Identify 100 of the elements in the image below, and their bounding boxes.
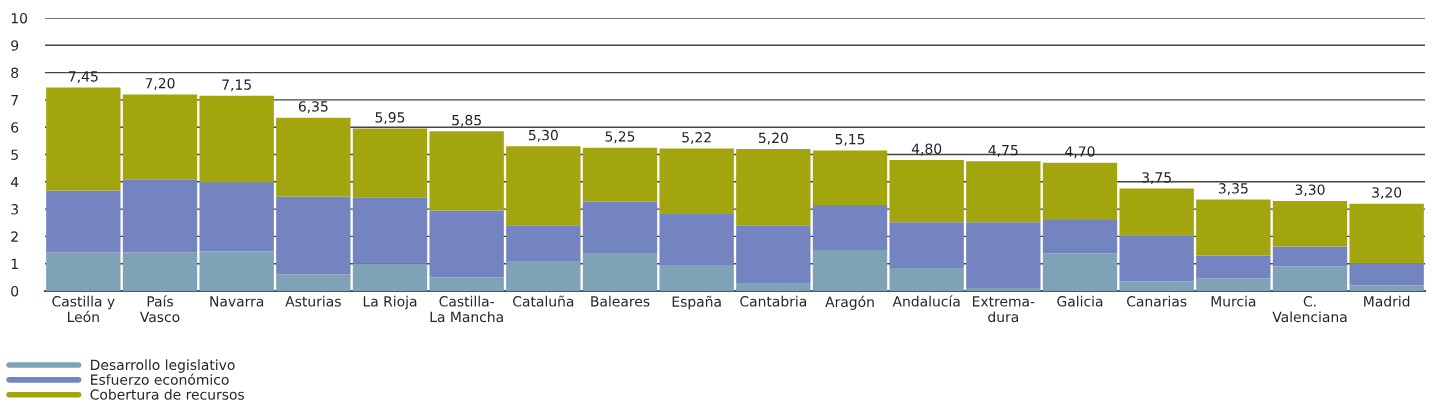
bar bbox=[659, 148, 734, 215]
bar bbox=[276, 274, 351, 291]
bar bbox=[199, 182, 274, 252]
bar bbox=[46, 87, 121, 191]
bar bbox=[276, 117, 351, 197]
y-tick-label: 1 bbox=[11, 258, 18, 269]
x-tick-label: La Rioja bbox=[363, 295, 417, 310]
x-tick-label: Canarias bbox=[1127, 295, 1187, 307]
bar bbox=[889, 159, 964, 223]
legend-label: Cobertura de recursos bbox=[90, 389, 245, 400]
bar bbox=[276, 196, 351, 275]
y-tick-label: 10 bbox=[11, 12, 28, 24]
total-label: 5,30 bbox=[528, 129, 558, 142]
bar bbox=[736, 149, 811, 226]
bar bbox=[582, 147, 658, 202]
bar bbox=[736, 283, 811, 291]
bar bbox=[582, 201, 658, 254]
x-tick-label: Baleares bbox=[591, 295, 650, 307]
y-tick-label: 8 bbox=[11, 67, 19, 79]
bar bbox=[199, 251, 274, 291]
y-tick-label: 7 bbox=[11, 95, 18, 106]
x-tick-label: Madrid bbox=[1364, 295, 1410, 307]
bar bbox=[429, 131, 504, 211]
bar bbox=[1119, 188, 1194, 236]
total-label: 6,35 bbox=[298, 101, 328, 114]
x-tick-label: Castilla- La Mancha bbox=[430, 295, 503, 323]
total-label: 7,15 bbox=[222, 79, 251, 92]
bar bbox=[122, 179, 198, 253]
total-label: 5,25 bbox=[605, 131, 635, 144]
bar bbox=[506, 225, 581, 261]
bar bbox=[1119, 281, 1194, 291]
x-tick-label: Asturias bbox=[285, 295, 341, 307]
bar bbox=[1042, 162, 1118, 221]
bar bbox=[812, 205, 888, 251]
bar bbox=[429, 277, 504, 291]
total-label: 5,85 bbox=[452, 114, 481, 127]
total-label: 5,22 bbox=[682, 132, 711, 144]
x-tick-label: Aragón bbox=[825, 295, 874, 310]
bar bbox=[889, 222, 964, 269]
bar bbox=[46, 190, 121, 253]
y-tick-label: 4 bbox=[10, 176, 19, 188]
x-tick-label: Cataluña bbox=[513, 295, 574, 307]
bar bbox=[1349, 285, 1424, 291]
bar bbox=[1196, 255, 1271, 279]
total-label: 7,45 bbox=[69, 71, 98, 84]
bar bbox=[812, 150, 888, 205]
total-label: 5,15 bbox=[835, 134, 865, 146]
bar bbox=[352, 263, 428, 291]
total-label: 3,20 bbox=[1372, 187, 1402, 200]
x-tick-label: Castilla y León bbox=[52, 295, 115, 323]
bar bbox=[122, 94, 198, 180]
bar bbox=[1272, 266, 1348, 291]
x-tick-label: Navarra bbox=[210, 296, 264, 307]
bar bbox=[966, 161, 1041, 223]
total-label: 4,80 bbox=[911, 143, 942, 156]
y-tick-label: 0 bbox=[11, 285, 19, 297]
bar bbox=[1196, 278, 1271, 291]
bar bbox=[1272, 200, 1348, 247]
x-tick-label: Galicia bbox=[1057, 295, 1103, 307]
y-tick-label: 5 bbox=[11, 149, 18, 160]
x-tick-label: C. Valenciana bbox=[1272, 296, 1347, 323]
bar bbox=[1349, 203, 1424, 264]
legend-label: Desarrollo legislativo bbox=[91, 359, 235, 373]
x-tick-label: País Vasco bbox=[139, 295, 180, 323]
bar bbox=[1196, 199, 1271, 256]
bar bbox=[506, 146, 581, 226]
bar bbox=[966, 288, 1041, 291]
bar bbox=[506, 260, 581, 291]
x-tick-label: Cantabria bbox=[740, 295, 806, 307]
y-tick-label: 9 bbox=[11, 40, 19, 51]
bar bbox=[1119, 235, 1194, 282]
bar bbox=[659, 265, 734, 291]
x-tick-label: Extrema- dura bbox=[972, 296, 1035, 323]
bar bbox=[1042, 220, 1118, 254]
bar bbox=[1349, 263, 1424, 286]
bar bbox=[352, 128, 428, 198]
bar bbox=[429, 210, 504, 278]
x-tick-label: Murcia bbox=[1211, 295, 1256, 307]
bar bbox=[582, 253, 658, 291]
bar bbox=[1042, 253, 1118, 291]
x-tick-label: Andalucía bbox=[892, 295, 960, 307]
legend-label: Esfuerzo económico bbox=[91, 373, 229, 385]
bar bbox=[46, 252, 121, 291]
total-label: 3,35 bbox=[1218, 183, 1248, 195]
bar bbox=[889, 268, 964, 291]
bar bbox=[1272, 246, 1348, 267]
total-label: 5,95 bbox=[375, 112, 405, 125]
bar bbox=[199, 95, 274, 183]
bar bbox=[966, 222, 1041, 288]
total-label: 3,30 bbox=[1295, 184, 1325, 197]
total-label: 5,20 bbox=[758, 132, 788, 145]
bar bbox=[659, 214, 734, 266]
total-label: 7,20 bbox=[145, 77, 175, 90]
bar bbox=[352, 197, 428, 264]
x-tick-label: España bbox=[672, 295, 721, 310]
bar bbox=[736, 225, 811, 284]
bar bbox=[122, 252, 198, 291]
y-tick-label: 3 bbox=[11, 204, 18, 215]
y-tick-label: 6 bbox=[11, 122, 19, 133]
bar bbox=[812, 250, 888, 291]
